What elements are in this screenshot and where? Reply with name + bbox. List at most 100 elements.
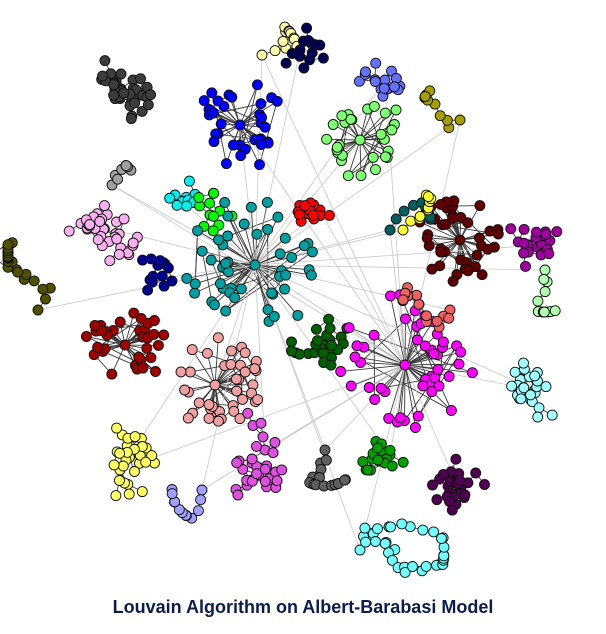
node-magenta xyxy=(409,422,421,433)
node-light-cyan xyxy=(518,357,529,369)
graph-edge xyxy=(243,223,256,266)
node-maroon xyxy=(440,218,452,230)
node-teal xyxy=(220,305,232,317)
node-bright-yellow xyxy=(117,460,129,472)
node-dark-green xyxy=(323,313,335,325)
node-dark-red xyxy=(158,329,170,341)
node-dark-green xyxy=(312,335,323,347)
node-magenta xyxy=(399,359,411,371)
node-green xyxy=(208,210,219,222)
node-teal xyxy=(214,278,226,290)
node-maroon xyxy=(488,241,500,253)
node-dark-red xyxy=(152,339,164,351)
node-pink xyxy=(99,200,110,212)
graph-edge xyxy=(239,84,258,126)
node-maroon xyxy=(454,234,466,246)
node-olive-gold xyxy=(434,110,446,122)
graph-edge xyxy=(261,54,406,366)
node-sky-cyan xyxy=(399,566,411,578)
node-sky-cyan xyxy=(360,536,372,548)
node-teal xyxy=(261,196,273,208)
graph-edge xyxy=(191,349,216,386)
graph-edge xyxy=(404,364,450,377)
node-bright-yellow xyxy=(129,431,141,443)
node-mint xyxy=(538,273,550,285)
node-navy xyxy=(298,62,310,74)
node-bright-yellow xyxy=(129,466,140,477)
node-dark-purple xyxy=(479,479,490,490)
node-light-green xyxy=(370,164,381,176)
node-teal xyxy=(292,309,304,321)
node-magenta xyxy=(411,334,423,346)
node-dark-purple xyxy=(446,504,458,516)
node-teal xyxy=(219,197,231,208)
node-bright-yellow xyxy=(110,490,122,502)
node-dark-gray xyxy=(125,113,137,125)
node-light-green xyxy=(367,151,379,163)
node-blue xyxy=(256,112,268,123)
graph-edge xyxy=(194,230,199,284)
node-sky-cyan xyxy=(386,554,398,566)
node-violet xyxy=(232,489,244,501)
node-light-yellow xyxy=(269,45,281,57)
node-dark-red xyxy=(92,341,104,353)
node-teal xyxy=(181,272,193,284)
node-pink xyxy=(113,248,125,260)
node-light-green xyxy=(386,124,398,136)
graph-edge xyxy=(227,215,256,266)
node-magenta xyxy=(363,382,375,393)
node-salmon xyxy=(237,393,248,405)
node-violet xyxy=(267,447,279,459)
node-blue xyxy=(271,95,283,107)
node-lavender xyxy=(196,484,208,496)
network-graph xyxy=(0,21,563,578)
node-periwinkle xyxy=(369,76,381,87)
node-violet xyxy=(257,431,269,443)
node-periwinkle xyxy=(360,66,371,78)
graph-edge xyxy=(388,364,406,419)
node-navy xyxy=(280,57,292,69)
node-dark-red xyxy=(114,316,126,328)
node-yellow xyxy=(397,224,409,236)
node-blue xyxy=(226,91,238,103)
node-dark-gray xyxy=(108,79,120,91)
node-light-green xyxy=(342,170,354,182)
node-yellow xyxy=(422,191,434,203)
node-teal xyxy=(266,287,278,299)
node-purple xyxy=(543,248,555,260)
node-salmon xyxy=(239,366,251,378)
node-gray xyxy=(120,160,132,172)
node-cyan xyxy=(171,199,183,211)
node-bright-yellow xyxy=(111,422,123,434)
graph-edge xyxy=(119,364,406,471)
graph-edge xyxy=(254,229,269,266)
node-blue xyxy=(212,95,224,107)
node-maroon xyxy=(426,263,438,275)
node-teal xyxy=(280,269,292,281)
node-teal xyxy=(192,225,204,237)
graph-edge xyxy=(259,101,278,165)
graph-nodes xyxy=(2,21,563,578)
node-dark-teal xyxy=(398,205,410,217)
node-navy xyxy=(317,52,329,64)
node-sky-cyan xyxy=(359,522,371,534)
graph-edge xyxy=(390,295,406,366)
node-magenta xyxy=(428,348,440,360)
node-light-green xyxy=(327,119,339,130)
node-teal xyxy=(262,304,274,316)
graph-edge xyxy=(223,105,262,124)
graph-edge xyxy=(354,356,452,411)
node-violet xyxy=(255,417,267,429)
node-light-cyan xyxy=(540,381,552,393)
node-magenta xyxy=(455,346,467,358)
node-olive-dark xyxy=(2,239,14,251)
node-pink xyxy=(84,219,96,230)
node-medium-green xyxy=(397,456,409,468)
node-olive-gold xyxy=(454,114,466,126)
graph-edge xyxy=(254,264,326,451)
node-mint xyxy=(532,295,544,307)
node-navy xyxy=(314,39,326,51)
node-bright-yellow xyxy=(136,486,148,498)
node-light-cyan xyxy=(533,402,545,414)
graph-edge xyxy=(359,112,386,141)
